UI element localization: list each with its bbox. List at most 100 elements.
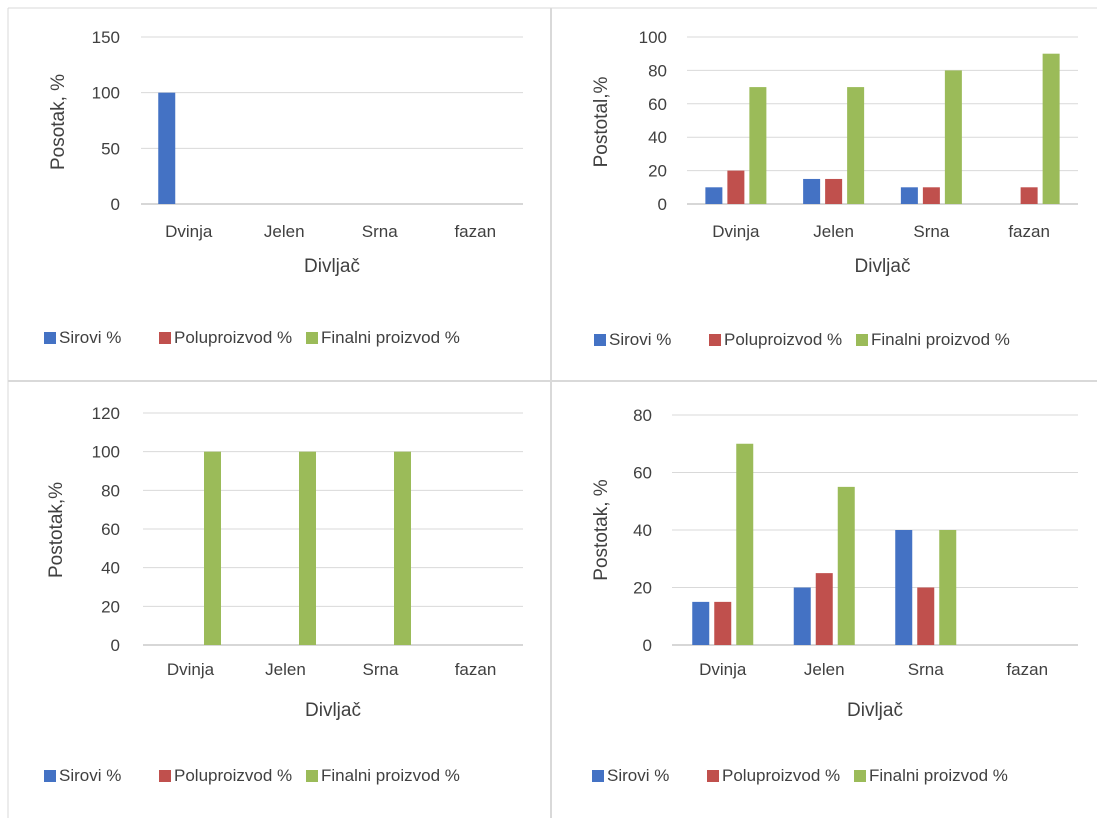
bar	[299, 451, 316, 645]
legend-label: Sirovi %	[609, 330, 671, 349]
y-axis-title: Postotak, %	[591, 479, 612, 580]
legend-label: Finalni proizvod %	[321, 766, 460, 785]
y-tick-label: 40	[101, 559, 120, 578]
legend-swatch	[44, 332, 56, 344]
y-tick-label: 20	[648, 162, 667, 181]
legend-swatch	[306, 770, 318, 782]
bar	[895, 530, 913, 645]
x-tick-label: Srna	[362, 222, 398, 241]
legend: Sirovi % Poluproizvod % Finalni proizvod %	[592, 766, 1008, 785]
y-axis-title: Postotal,%	[591, 76, 612, 167]
y-tick-label: 100	[92, 84, 120, 103]
x-tick-label: Srna	[908, 660, 944, 679]
legend-swatch	[707, 770, 719, 782]
legend-swatch	[592, 770, 604, 782]
bar	[922, 187, 940, 204]
y-tick-label: 0	[111, 636, 120, 655]
y-axis-title: Postotak,%	[46, 482, 67, 578]
legend-label: Poluproizvod %	[174, 766, 292, 785]
y-tick-label: 40	[648, 128, 667, 147]
bar	[158, 92, 176, 204]
bar	[204, 451, 221, 645]
chart-2: 0 20 40 60 80 100 Dvinja Jelen Srna fazan Divljač P…	[591, 28, 1078, 349]
x-tick-label: Dvinja	[699, 660, 747, 679]
x-tick-label: Jelen	[264, 222, 305, 241]
legend-swatch	[594, 334, 606, 346]
y-tick-label: 100	[639, 28, 667, 47]
y-tick-label: 0	[658, 195, 667, 214]
x-tick-label: Dvinja	[712, 222, 760, 241]
legend: Sirovi % Poluproizvod % Finalni proizvod %	[44, 328, 460, 347]
legend-label: Poluproizvod %	[722, 766, 840, 785]
bar	[900, 187, 918, 204]
legend-label: Poluproizvod %	[724, 330, 842, 349]
bar	[736, 443, 754, 645]
y-axis-title: Posotak, %	[48, 74, 69, 170]
chart-1: 0 50 100 150 Dvinja Jelen Srna fazan Divljač Poso…	[44, 28, 523, 347]
x-tick-label: Dvinja	[167, 660, 215, 679]
legend-swatch	[159, 332, 171, 344]
x-tick-label: fazan	[455, 660, 497, 679]
x-tick-label: Jelen	[813, 222, 854, 241]
x-axis-title: Divljač	[304, 256, 360, 277]
x-tick-label: Srna	[363, 660, 399, 679]
bar	[917, 587, 935, 645]
y-tick-label: 60	[648, 95, 667, 114]
legend-label: Finalni proizvod %	[871, 330, 1010, 349]
bar	[847, 87, 865, 204]
bar	[825, 178, 843, 204]
legend-label: Poluproizvod %	[174, 328, 292, 347]
y-tick-label: 60	[633, 464, 652, 483]
x-axis-title: Divljač	[847, 700, 903, 721]
legend-label: Sirovi %	[59, 328, 121, 347]
legend-swatch	[44, 770, 56, 782]
bar	[793, 587, 811, 645]
bar	[692, 601, 710, 645]
y-tick-label: 0	[111, 195, 120, 214]
legend-label: Finalni proizvod %	[321, 328, 460, 347]
y-tick-label: 40	[633, 521, 652, 540]
y-tick-label: 60	[101, 520, 120, 539]
x-axis-title: Divljač	[305, 700, 361, 721]
x-tick-label: fazan	[454, 222, 496, 241]
x-tick-label: Jelen	[804, 660, 845, 679]
bar	[1020, 187, 1038, 204]
legend-swatch	[159, 770, 171, 782]
legend-swatch	[856, 334, 868, 346]
bar	[939, 530, 957, 645]
legend: Sirovi % Poluproizvod % Finalni proizvod %	[594, 330, 1010, 349]
bar	[803, 178, 821, 204]
x-tick-label: Srna	[913, 222, 949, 241]
legend-label: Sirovi %	[59, 766, 121, 785]
bar	[1042, 53, 1060, 205]
y-tick-label: 150	[92, 28, 120, 47]
bar	[944, 70, 962, 205]
y-tick-label: 20	[633, 579, 652, 598]
x-tick-label: fazan	[1008, 222, 1050, 241]
legend-label: Finalni proizvod %	[869, 766, 1008, 785]
y-tick-label: 120	[92, 404, 120, 423]
bar	[394, 451, 411, 645]
bar	[714, 601, 732, 645]
legend: Sirovi % Poluproizvod % Finalni proizvod %	[44, 766, 460, 785]
bar	[815, 573, 833, 645]
y-tick-label: 100	[92, 443, 120, 462]
x-axis-title: Divljač	[855, 256, 911, 277]
y-tick-label: 80	[633, 406, 652, 425]
legend-swatch	[709, 334, 721, 346]
legend-label: Sirovi %	[607, 766, 669, 785]
y-tick-label: 0	[643, 636, 652, 655]
legend-swatch	[854, 770, 866, 782]
bar	[705, 187, 723, 204]
bar	[727, 170, 745, 204]
x-tick-label: Jelen	[265, 660, 306, 679]
y-tick-label: 50	[101, 139, 120, 158]
legend-swatch	[306, 332, 318, 344]
y-tick-label: 20	[101, 597, 120, 616]
y-tick-label: 80	[101, 481, 120, 500]
bar	[837, 486, 855, 645]
y-tick-label: 80	[648, 61, 667, 80]
x-tick-label: Dvinja	[165, 222, 213, 241]
chart-3: 0 20 40 60 80 100 120 Dvinja Jelen Srna fazan Divlj…	[44, 404, 523, 785]
